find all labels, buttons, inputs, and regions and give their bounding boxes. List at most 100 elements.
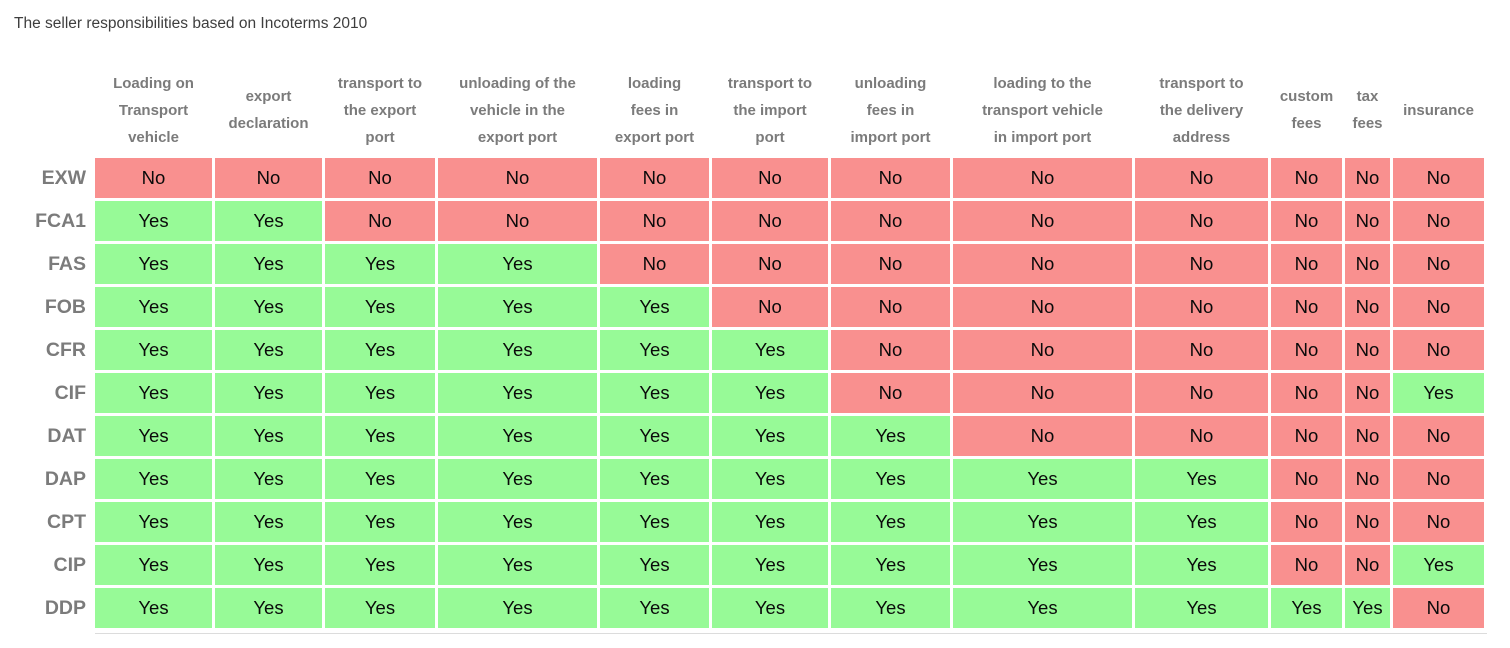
cell-yes: Yes xyxy=(712,373,828,413)
header-row: Loading on Transport vehicle export decla… xyxy=(3,65,1484,155)
cell-no: No xyxy=(1135,244,1268,284)
cell-yes: Yes xyxy=(215,244,322,284)
cell-no: No xyxy=(1345,416,1390,456)
cell-no: No xyxy=(1271,244,1342,284)
cell-no: No xyxy=(953,244,1132,284)
cell-yes: Yes xyxy=(95,201,212,241)
cell-no: No xyxy=(438,158,597,198)
cell-no: No xyxy=(953,330,1132,370)
cell-yes: Yes xyxy=(831,588,950,628)
cell-no: No xyxy=(1345,201,1390,241)
cell-no: No xyxy=(1135,416,1268,456)
cell-yes: Yes xyxy=(215,545,322,585)
column-header: Loading on Transport vehicle xyxy=(113,74,194,146)
cell-yes: Yes xyxy=(1393,545,1484,585)
cell-yes: Yes xyxy=(215,588,322,628)
table-row: FOB Yes Yes Yes Yes Yes No No No No No No No xyxy=(3,287,1484,327)
cell-yes: Yes xyxy=(95,545,212,585)
cell-yes: Yes xyxy=(1135,588,1268,628)
column-header: transport to the delivery address xyxy=(1159,74,1244,146)
column-header: tax fees xyxy=(1352,88,1383,132)
cell-no: No xyxy=(600,201,709,241)
column-header: insurance xyxy=(1403,101,1474,119)
cell-no: No xyxy=(1345,244,1390,284)
table-row: EXW No No No No No No No No No No No No xyxy=(3,158,1484,198)
cell-no: No xyxy=(600,244,709,284)
cell-yes: Yes xyxy=(438,287,597,327)
cell-no: No xyxy=(953,287,1132,327)
cell-no: No xyxy=(1345,158,1390,198)
cell-no: No xyxy=(95,158,212,198)
cell-yes: Yes xyxy=(95,287,212,327)
cell-no: No xyxy=(1135,373,1268,413)
cell-yes: Yes xyxy=(831,545,950,585)
cell-yes: Yes xyxy=(712,459,828,499)
cell-no: No xyxy=(1345,373,1390,413)
row-label: FCA1 xyxy=(35,209,86,232)
table-row: CIF Yes Yes Yes Yes Yes Yes No No No No No Yes xyxy=(3,373,1484,413)
cell-no: No xyxy=(1345,330,1390,370)
cell-yes: Yes xyxy=(953,545,1132,585)
cell-no: No xyxy=(1345,502,1390,542)
cell-yes: Yes xyxy=(600,502,709,542)
cell-no: No xyxy=(1135,287,1268,327)
row-label: DAT xyxy=(47,424,86,447)
cell-no: No xyxy=(953,373,1132,413)
table-row: CPT Yes Yes Yes Yes Yes Yes Yes Yes Yes No No No xyxy=(3,502,1484,542)
row-label: CPT xyxy=(47,510,86,533)
cell-yes: Yes xyxy=(215,502,322,542)
cell-yes: Yes xyxy=(325,502,435,542)
row-label: DDP xyxy=(44,596,86,619)
cell-yes: Yes xyxy=(600,287,709,327)
cell-no: No xyxy=(1393,502,1484,542)
cell-no: No xyxy=(831,373,950,413)
table-row: DDP Yes Yes Yes Yes Yes Yes Yes Yes Yes Yes Yes No xyxy=(3,588,1484,628)
cell-yes: Yes xyxy=(438,373,597,413)
cell-no: No xyxy=(1271,201,1342,241)
cell-yes: Yes xyxy=(712,588,828,628)
table-row: DAP Yes Yes Yes Yes Yes Yes Yes Yes Yes No No No xyxy=(3,459,1484,499)
row-label: CFR xyxy=(45,338,86,361)
cell-yes: Yes xyxy=(325,287,435,327)
cell-no: No xyxy=(1135,158,1268,198)
cell-no: No xyxy=(1271,158,1342,198)
cell-yes: Yes xyxy=(831,416,950,456)
row-label: EXW xyxy=(41,166,86,189)
row-label: CIF xyxy=(54,381,86,404)
cell-no: No xyxy=(1271,459,1342,499)
cell-no: No xyxy=(600,158,709,198)
cell-no: No xyxy=(1393,201,1484,241)
cell-yes: Yes xyxy=(600,416,709,456)
cell-no: No xyxy=(1393,459,1484,499)
cell-yes: Yes xyxy=(325,459,435,499)
cell-no: No xyxy=(712,158,828,198)
cell-no: No xyxy=(1135,201,1268,241)
cell-no: No xyxy=(953,158,1132,198)
cell-yes: Yes xyxy=(95,459,212,499)
cell-no: No xyxy=(831,244,950,284)
cell-no: No xyxy=(1345,287,1390,327)
cell-no: No xyxy=(1393,158,1484,198)
column-header: unloading fees in import port xyxy=(850,74,931,146)
cell-yes: Yes xyxy=(600,588,709,628)
cell-yes: Yes xyxy=(438,416,597,456)
cell-yes: Yes xyxy=(1135,545,1268,585)
cell-no: No xyxy=(1271,416,1342,456)
cell-yes: Yes xyxy=(215,416,322,456)
cell-yes: Yes xyxy=(95,502,212,542)
cell-yes: Yes xyxy=(325,330,435,370)
cell-yes: Yes xyxy=(438,502,597,542)
cell-yes: Yes xyxy=(95,588,212,628)
cell-yes: Yes xyxy=(953,502,1132,542)
cell-yes: Yes xyxy=(325,416,435,456)
cell-yes: Yes xyxy=(438,588,597,628)
cell-no: No xyxy=(215,158,322,198)
cell-yes: Yes xyxy=(438,459,597,499)
cell-no: No xyxy=(325,158,435,198)
cell-yes: Yes xyxy=(953,459,1132,499)
table-row: DAT Yes Yes Yes Yes Yes Yes Yes No No No No No xyxy=(3,416,1484,456)
cell-no: No xyxy=(1271,330,1342,370)
incoterms-table: Loading on Transport vehicle export decla… xyxy=(0,62,1487,631)
cell-yes: Yes xyxy=(600,373,709,413)
cell-no: No xyxy=(1393,588,1484,628)
